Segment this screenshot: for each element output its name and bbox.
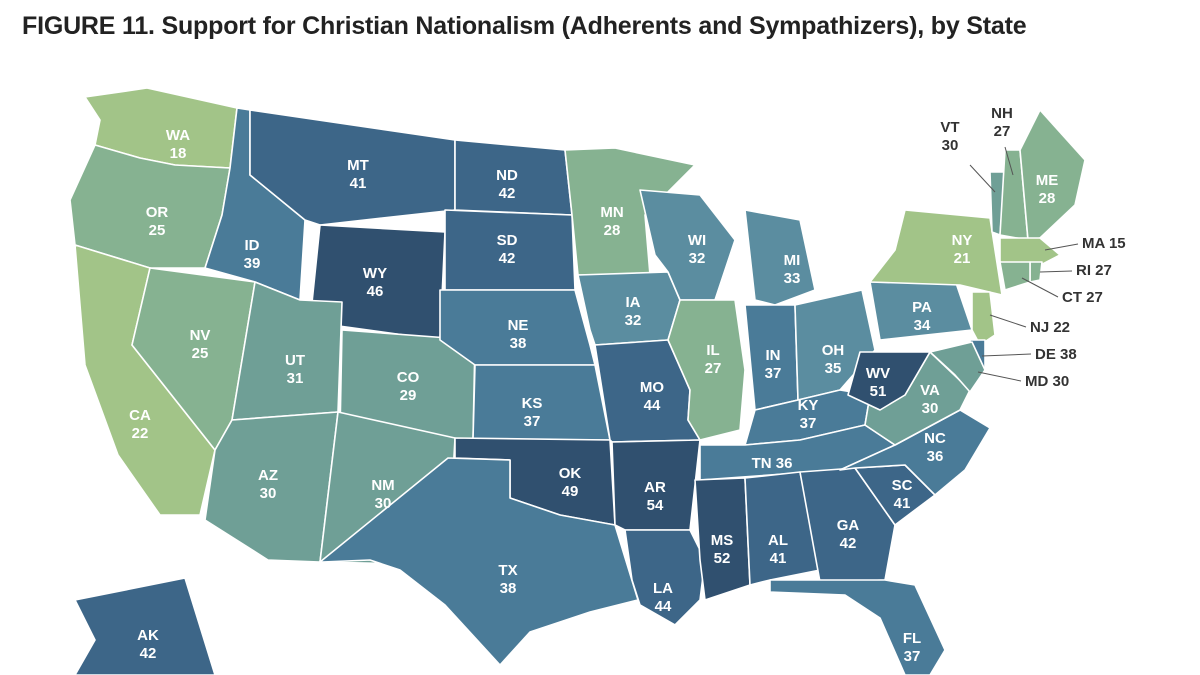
state-label-ky: KY 37 — [798, 397, 819, 432]
state-label-oh: OH 35 — [822, 342, 845, 377]
state-label-nj: NJ 22 — [1030, 319, 1070, 336]
state-label-ar: AR 54 — [644, 479, 666, 514]
state-label-de: DE 38 — [1035, 346, 1077, 363]
state-label-nm: NM 30 — [371, 477, 394, 512]
state-label-mt: MT 41 — [347, 157, 369, 192]
state-label-ks: KS 37 — [522, 395, 543, 430]
leader-line-md — [977, 371, 1022, 382]
state-label-ca: CA 22 — [129, 407, 151, 442]
state-label-ia: IA 32 — [625, 294, 642, 329]
leader-line-ri — [1039, 270, 1073, 273]
state-label-or: OR 25 — [146, 204, 169, 239]
state-label-nv: NV 25 — [190, 327, 211, 362]
state-label-ga: GA 42 — [837, 517, 860, 552]
state-label-tn: TN 36 — [752, 455, 793, 472]
state-label-mi: MI 33 — [784, 252, 801, 287]
state-label-al: AL 41 — [768, 532, 788, 567]
state-label-ct: CT 27 — [1062, 289, 1103, 306]
state-label-sd: SD 42 — [497, 232, 518, 267]
state-label-va: VA 30 — [920, 382, 940, 417]
state-label-ne: NE 38 — [508, 317, 529, 352]
state-label-me: ME 28 — [1036, 172, 1059, 207]
state-tx — [319, 457, 639, 666]
leader-line-nj — [989, 314, 1027, 328]
state-il — [667, 299, 746, 441]
state-ak — [74, 577, 216, 675]
state-mn — [564, 147, 696, 276]
state-label-nh: NH 27 — [991, 105, 1013, 140]
leader-line-ma — [1044, 243, 1079, 251]
state-label-mn: MN 28 — [600, 204, 623, 239]
state-label-ri: RI 27 — [1076, 262, 1112, 279]
state-label-nd: ND 42 — [496, 167, 518, 202]
state-label-la: LA 44 — [653, 580, 673, 615]
leader-line-nh — [1004, 146, 1014, 176]
state-label-in: IN 37 — [765, 347, 782, 382]
state-label-fl: FL 37 — [903, 630, 921, 665]
state-label-wv: WV 51 — [866, 365, 890, 400]
state-label-ms: MS 52 — [711, 532, 734, 567]
state-ms — [694, 477, 751, 601]
leader-line-de — [981, 353, 1032, 357]
state-label-id: ID 39 — [244, 237, 261, 272]
state-nj — [971, 291, 996, 346]
state-ut — [231, 281, 343, 421]
state-wv — [847, 351, 931, 411]
state-label-pa: PA 34 — [912, 299, 932, 334]
leader-line-ct — [1021, 277, 1059, 298]
state-la — [624, 529, 706, 626]
state-label-mo: MO 44 — [640, 379, 664, 414]
state-label-ok: OK 49 — [559, 465, 582, 500]
state-label-nc: NC 36 — [924, 430, 946, 465]
chart-title: FIGURE 11. Support for Christian Nationa… — [22, 12, 1027, 40]
state-label-ut: UT 31 — [285, 352, 305, 387]
state-label-co: CO 29 — [397, 369, 420, 404]
state-al — [744, 471, 821, 586]
state-fl — [769, 579, 946, 675]
state-label-wi: WI 32 — [688, 232, 706, 267]
state-label-vt: VT 30 — [940, 119, 959, 154]
state-label-ma: MA 15 — [1082, 235, 1126, 252]
state-label-wy: WY 46 — [363, 265, 387, 300]
state-md — [929, 341, 986, 393]
state-label-md: MD 30 — [1025, 373, 1069, 390]
leader-line-vt — [969, 164, 996, 193]
state-label-az: AZ 30 — [258, 467, 278, 502]
state-ny — [869, 209, 1003, 296]
state-label-il: IL 27 — [705, 342, 722, 377]
state-ma — [999, 237, 1061, 269]
state-label-wa: WA 18 — [166, 127, 190, 162]
state-label-ak: AK 42 — [137, 627, 159, 662]
state-label-tx: TX 38 — [498, 562, 517, 597]
state-label-ny: NY 21 — [952, 232, 973, 267]
state-ct — [999, 261, 1031, 291]
state-mi — [744, 209, 816, 306]
state-label-sc: SC 41 — [892, 477, 913, 512]
